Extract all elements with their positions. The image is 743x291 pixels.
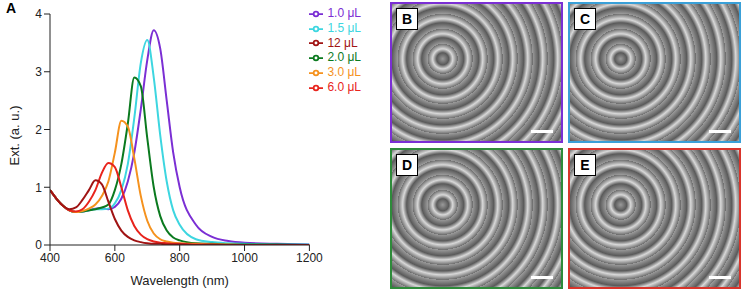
svg-text:Wavelength (nm): Wavelength (nm) [130, 273, 229, 288]
html-text:D: D [401, 157, 413, 173]
html-text:2.0 μL: 2.0 μL [327, 50, 361, 65]
svg-text:0: 0 [35, 238, 42, 252]
html-text:3.0 μL: 3.0 μL [327, 65, 361, 80]
html-text:A: A [6, 0, 17, 16]
html-text:6.0 μL: 6.0 μL [327, 80, 361, 95]
html-text:1.0 μL: 1.0 μL [327, 6, 361, 20]
svg-text:1000: 1000 [231, 251, 258, 265]
svg-text:Ext. (a. u.): Ext. (a. u.) [7, 106, 22, 166]
html-text:C: C [579, 11, 591, 27]
html-text:E: E [580, 157, 590, 173]
html-text:1.5 μL: 1.5 μL [327, 20, 361, 35]
svg-text:600: 600 [105, 251, 125, 265]
svg-text:1200: 1200 [296, 251, 323, 265]
svg-text:2: 2 [35, 123, 42, 137]
svg-text:4: 4 [35, 7, 42, 21]
html-text:12 μL: 12 μL [327, 35, 358, 50]
svg-text:400: 400 [40, 251, 60, 265]
svg-text:1: 1 [35, 181, 42, 195]
svg-text:800: 800 [170, 251, 190, 265]
html-text:B: B [401, 11, 413, 27]
svg-text:3: 3 [35, 65, 42, 79]
